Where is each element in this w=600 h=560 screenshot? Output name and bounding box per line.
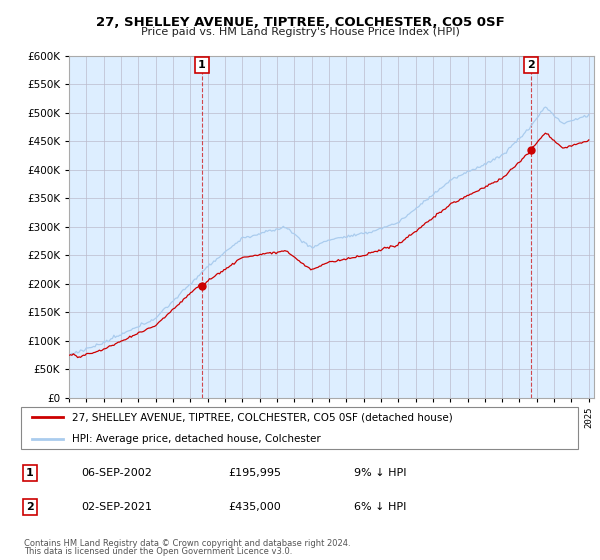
- Text: 1: 1: [26, 468, 34, 478]
- Text: 02-SEP-2021: 02-SEP-2021: [81, 502, 152, 512]
- Text: 27, SHELLEY AVENUE, TIPTREE, COLCHESTER, CO5 0SF (detached house): 27, SHELLEY AVENUE, TIPTREE, COLCHESTER,…: [71, 412, 452, 422]
- Text: 1: 1: [198, 60, 206, 70]
- Text: Contains HM Land Registry data © Crown copyright and database right 2024.: Contains HM Land Registry data © Crown c…: [24, 539, 350, 548]
- Text: 2: 2: [527, 60, 535, 70]
- Text: £435,000: £435,000: [228, 502, 281, 512]
- Text: 9% ↓ HPI: 9% ↓ HPI: [354, 468, 407, 478]
- Text: This data is licensed under the Open Government Licence v3.0.: This data is licensed under the Open Gov…: [24, 547, 292, 556]
- Text: 2: 2: [26, 502, 34, 512]
- Text: Price paid vs. HM Land Registry's House Price Index (HPI): Price paid vs. HM Land Registry's House …: [140, 27, 460, 37]
- Text: 06-SEP-2002: 06-SEP-2002: [81, 468, 152, 478]
- Text: 6% ↓ HPI: 6% ↓ HPI: [354, 502, 406, 512]
- Text: HPI: Average price, detached house, Colchester: HPI: Average price, detached house, Colc…: [71, 435, 320, 444]
- FancyBboxPatch shape: [21, 407, 578, 449]
- Text: 27, SHELLEY AVENUE, TIPTREE, COLCHESTER, CO5 0SF: 27, SHELLEY AVENUE, TIPTREE, COLCHESTER,…: [95, 16, 505, 29]
- Text: £195,995: £195,995: [228, 468, 281, 478]
